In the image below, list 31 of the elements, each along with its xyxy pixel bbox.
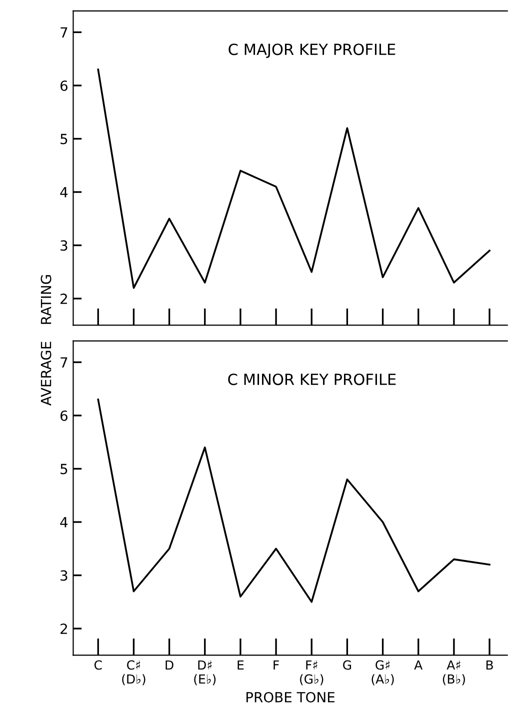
line-series — [97, 68, 490, 289]
y-tick-label: 5 — [60, 134, 68, 144]
x-tick-label: G♯ (A♭) — [372, 660, 394, 686]
y-tick-label: 3 — [60, 240, 68, 251]
y-tick-label: 4 — [60, 187, 68, 198]
y-tick-label: 2 — [60, 294, 67, 304]
line-series — [97, 398, 490, 603]
y-axis-title: RATING — [40, 275, 52, 324]
x-tick-label: C — [94, 660, 102, 670]
x-tick-label: D♯ (E♭) — [194, 660, 216, 686]
x-tick-label: B — [486, 660, 493, 670]
x-axis-title: PROBE TONE — [246, 692, 335, 702]
y-tick-label: 6 — [60, 80, 68, 91]
text: C MINOR KEY PROFILE — [228, 374, 396, 386]
x-tick-label: D — [166, 660, 174, 670]
y-tick-label: 7 — [60, 357, 68, 368]
y-tick-label: 3 — [60, 570, 68, 581]
y-tick-label: 7 — [60, 27, 68, 38]
x-tick-label: G — [343, 660, 352, 670]
y-tick-label: 4 — [60, 517, 68, 528]
x-tick-label: A — [414, 660, 423, 670]
x-tick-label: F — [274, 660, 279, 670]
x-tick-label: F♯ (G♭) — [300, 660, 324, 686]
x-tick-label: E — [238, 660, 244, 670]
x-tick-label: C♯ (D♭) — [122, 660, 146, 686]
x-tick-label: A♯ (B♭) — [442, 660, 465, 686]
y-tick-label: 2 — [60, 624, 67, 634]
y-tick-label: 5 — [60, 464, 68, 474]
y-tick-label: 6 — [60, 410, 68, 421]
text: C MAJOR KEY PROFILE — [228, 44, 396, 58]
y-axis-title: AVERAGE — [40, 342, 52, 406]
